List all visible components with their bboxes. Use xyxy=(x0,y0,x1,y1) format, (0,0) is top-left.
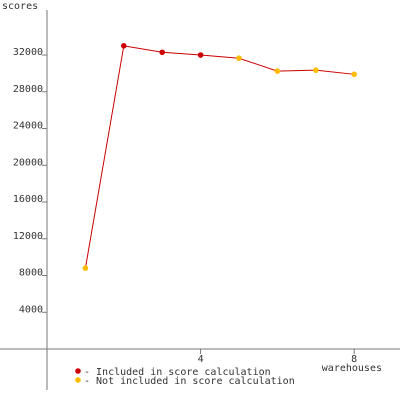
data-point xyxy=(120,43,127,49)
y-tick-label: 4000 xyxy=(19,304,43,315)
y-tick-label: 28000 xyxy=(13,84,43,95)
x-axis-label: warehouses xyxy=(322,363,382,374)
data-point xyxy=(351,71,357,78)
x-tick-label: 4 xyxy=(198,354,204,365)
y-tick-label: 16000 xyxy=(13,194,43,205)
y-tick-label: 8000 xyxy=(19,268,43,279)
legend-marker xyxy=(75,368,81,374)
legend-label: - Included in score calculation xyxy=(84,367,271,378)
data-point xyxy=(312,67,319,73)
data-point xyxy=(236,55,242,62)
data-point xyxy=(274,68,281,74)
y-tick-label: 20000 xyxy=(13,157,43,168)
data-point xyxy=(82,265,89,271)
y-tick-label: 32000 xyxy=(13,47,43,58)
data-point xyxy=(197,52,204,58)
data-point xyxy=(159,49,165,56)
y-tick-label: 12000 xyxy=(13,231,43,242)
y-axis-label: scores xyxy=(2,1,38,12)
legend-label: - Not included in score calculation xyxy=(84,376,295,387)
y-tick-label: 24000 xyxy=(13,121,43,132)
legend-marker xyxy=(75,377,81,383)
series-line xyxy=(84,45,355,269)
x-tick-label: 8 xyxy=(351,354,357,365)
